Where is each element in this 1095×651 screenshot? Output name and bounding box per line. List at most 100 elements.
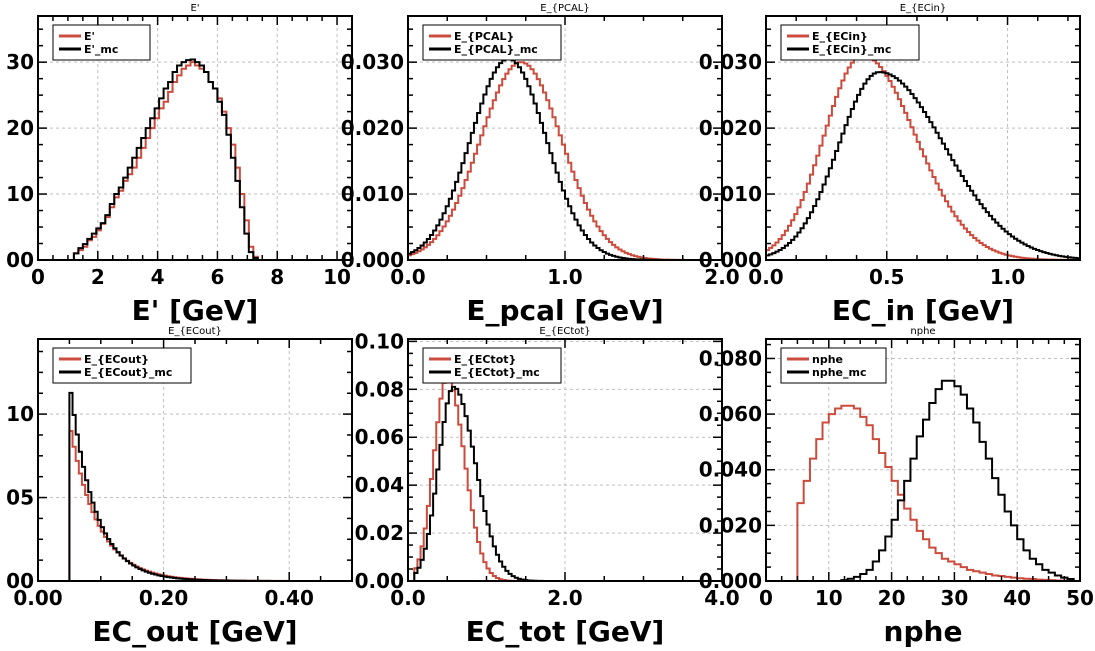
legend: E_{ECin}E_{ECin}_mc xyxy=(780,24,920,61)
x-tick-label: 0.0 xyxy=(748,265,783,289)
y-tick-label: 0.010 xyxy=(699,182,762,206)
legend: E_{ECout}E_{ECout}_mc xyxy=(52,347,192,384)
y-tick-label: 0.020 xyxy=(341,116,404,140)
x-tick-label: 0 xyxy=(759,586,773,610)
x-tick-label: 0.0 xyxy=(390,265,425,289)
x-tick-label: 40 xyxy=(1003,586,1031,610)
legend-entry: E_{ECin}_mc xyxy=(812,43,891,56)
y-tick-label: 0.020 xyxy=(699,513,762,537)
legend-entry: E_{PCAL} xyxy=(454,30,514,43)
y-tick-label: 20 xyxy=(6,116,34,140)
legend-entry: E_{ECout} xyxy=(84,353,149,366)
histogram-series-data xyxy=(38,61,352,261)
legend-box xyxy=(52,347,192,384)
x-tick-label: 10 xyxy=(323,265,351,289)
y-tick-label: 0.08 xyxy=(355,377,404,401)
x-tick-label: 0.5 xyxy=(869,265,904,289)
legend-entry: nphe_mc xyxy=(812,366,866,379)
y-tick-label: 30 xyxy=(6,50,34,74)
legend: E_{PCAL}E_{PCAL}_mc xyxy=(422,24,562,61)
panel-title: E_{ECout} xyxy=(168,326,222,337)
x-tick-label: 30 xyxy=(940,586,968,610)
x-tick-label: 10 xyxy=(815,586,843,610)
y-tick-label: 0.040 xyxy=(699,458,762,482)
y-tick-label: 0.06 xyxy=(355,425,404,449)
panel-title: E' xyxy=(190,3,199,14)
x-tick-label: 0.20 xyxy=(139,586,188,610)
x-axis-label: EC_out [GeV] xyxy=(92,615,297,648)
legend-entry: E_{PCAL}_mc xyxy=(454,43,538,56)
histogram-series-mc xyxy=(765,71,1081,260)
panel-5: E_{ECtot} 0.0 2.0 4.0 0.00 0.02 0.04 0.06 0.08 0.… xyxy=(355,326,740,648)
x-axis-label: E' [GeV] xyxy=(132,294,259,327)
legend: E'E'_mc xyxy=(52,24,151,61)
y-tick-label: 0.000 xyxy=(699,248,762,272)
panel-6: nphe 0 10 20 30 40 50 0.000 0.020 0.040 0.060 0.080… xyxy=(699,326,1094,648)
histogram-series-data xyxy=(765,54,1081,261)
panel-title: E_{ECin} xyxy=(900,3,946,14)
panel-title: nphe xyxy=(910,326,935,337)
histogram-series-data xyxy=(38,430,353,582)
legend-entry: E_{ECout}_mc xyxy=(84,366,172,379)
y-tick-label: 0.010 xyxy=(341,182,404,206)
y-tick-label: 0.10 xyxy=(355,329,404,353)
legend-entry: E_{ECtot}_mc xyxy=(454,366,540,379)
x-tick-label: 1.0 xyxy=(990,265,1025,289)
y-tick-label: 00 xyxy=(6,569,34,593)
legend-entry: E'_mc xyxy=(84,43,118,56)
legend-box xyxy=(422,24,562,61)
x-axis-label: EC_in [GeV] xyxy=(832,294,1014,327)
y-tick-label: 05 xyxy=(6,486,34,510)
x-tick-label: 0.00 xyxy=(13,586,62,610)
y-tick-label: 0.000 xyxy=(341,248,404,272)
y-tick-label: 0.030 xyxy=(699,50,762,74)
legend-entry: E_{ECtot} xyxy=(454,353,516,366)
x-tick-label: 50 xyxy=(1066,586,1094,610)
x-tick-label: 0.40 xyxy=(265,586,314,610)
histogram-series-mc xyxy=(38,58,352,261)
x-axis-label: nphe xyxy=(884,615,963,648)
panel-title: E_{ECtot} xyxy=(539,326,590,337)
panel-2: E_{PCAL} 0.0 1.0 2.0 0.000 0.010 0.020 0.030 E_p… xyxy=(341,3,740,327)
y-tick-label: 0.000 xyxy=(699,569,762,593)
y-tick-label: 0.060 xyxy=(699,402,762,426)
panel-4: E_{ECout} 0.00 0.20 0.40 00 05 10 EC_out [GeV] E… xyxy=(6,326,353,648)
panel-3: E_{ECin} 0.0 0.5 1.0 0.000 0.010 0.020 0.030 EC_… xyxy=(699,3,1081,327)
legend-box xyxy=(780,347,887,384)
legend-entry: E_{ECin} xyxy=(812,30,868,43)
y-tick-label: 10 xyxy=(6,402,34,426)
y-tick-label: 0.04 xyxy=(355,473,404,497)
x-tick-label: 20 xyxy=(878,586,906,610)
legend-entry: nphe xyxy=(812,353,843,366)
plot-frame xyxy=(37,15,353,261)
x-axis-label: EC_tot [GeV] xyxy=(466,615,665,648)
legend-box xyxy=(52,24,151,61)
x-tick-label: 2.0 xyxy=(704,265,739,289)
y-tick-label: 00 xyxy=(6,248,34,272)
x-tick-label: 6 xyxy=(210,265,224,289)
x-tick-label: 2 xyxy=(91,265,105,289)
x-tick-label: 8 xyxy=(270,265,284,289)
histogram-series-data xyxy=(766,404,1080,582)
y-tick-label: 0.030 xyxy=(341,50,404,74)
panel-title: E_{PCAL} xyxy=(540,3,589,14)
x-tick-label: 2.0 xyxy=(547,586,582,610)
y-tick-label: 0.020 xyxy=(699,116,762,140)
y-tick-label: 0.00 xyxy=(355,569,404,593)
legend-entry: E' xyxy=(84,30,95,43)
x-tick-label: 0 xyxy=(31,265,45,289)
legend-box xyxy=(780,24,920,61)
x-tick-label: 1.0 xyxy=(547,265,582,289)
plot-frame xyxy=(765,15,1081,261)
x-tick-label: 4 xyxy=(151,265,165,289)
x-tick-label: 4.0 xyxy=(704,586,739,610)
y-tick-label: 0.02 xyxy=(355,521,404,545)
y-tick-label: 10 xyxy=(6,182,34,206)
histogram-series-mc xyxy=(766,379,1080,582)
legend-box xyxy=(422,347,562,384)
x-axis-label: E_pcal [GeV] xyxy=(466,294,663,327)
x-tick-label: 0.0 xyxy=(390,586,425,610)
